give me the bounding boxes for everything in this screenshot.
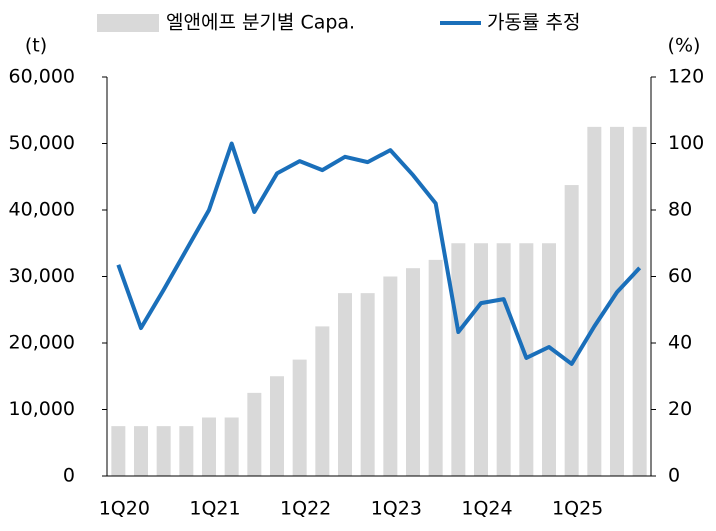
y-tick-label: 30,000 xyxy=(9,265,75,287)
bar xyxy=(587,126,602,476)
bar xyxy=(202,417,216,476)
bar xyxy=(111,426,126,476)
bar xyxy=(610,126,624,476)
bar xyxy=(496,243,511,476)
y2-axis-unit: (%) xyxy=(668,35,701,57)
y-tick-label: 50,000 xyxy=(9,132,75,154)
bar xyxy=(179,426,194,476)
bar xyxy=(224,417,239,476)
bar xyxy=(270,376,284,476)
bar xyxy=(134,426,148,476)
y2-tick-label: 120 xyxy=(668,66,704,88)
bar xyxy=(156,426,171,476)
bar xyxy=(564,185,579,476)
y2-tick-label: 0 xyxy=(668,465,680,487)
x-tick-label: 1Q23 xyxy=(371,498,422,520)
bar xyxy=(315,326,330,476)
bar xyxy=(247,392,262,476)
legend-label: 가동률 추정 xyxy=(487,12,580,34)
bar xyxy=(542,243,556,476)
x-tick-label: 1Q24 xyxy=(461,498,512,520)
y2-tick-label: 80 xyxy=(668,199,692,221)
y-tick-label: 40,000 xyxy=(9,199,75,221)
y-tick-label: 0 xyxy=(63,465,75,487)
bar xyxy=(338,293,352,476)
y2-tick-label: 100 xyxy=(668,132,704,154)
y-axis-unit: (t) xyxy=(25,35,47,57)
bar xyxy=(474,243,488,476)
x-tick-label: 1Q22 xyxy=(280,498,331,520)
bar xyxy=(451,243,466,476)
x-tick-label: 1Q21 xyxy=(189,498,240,520)
y-tick-label: 20,000 xyxy=(9,332,75,354)
x-tick-label: 1Q20 xyxy=(99,498,150,520)
y2-tick-label: 20 xyxy=(668,398,692,420)
bar xyxy=(632,126,647,476)
y2-tick-label: 60 xyxy=(668,265,692,287)
y-tick-label: 10,000 xyxy=(9,398,75,420)
legend-label: 엘앤에프 분기별 Capa. xyxy=(166,12,355,34)
line xyxy=(116,141,642,366)
x-tick-label: 1Q25 xyxy=(552,498,603,520)
bar xyxy=(428,259,443,476)
bar xyxy=(383,276,398,476)
bar xyxy=(292,359,307,476)
legend-swatch-bar xyxy=(97,14,159,32)
bar xyxy=(360,293,375,476)
bar xyxy=(406,268,420,476)
y-tick-label: 60,000 xyxy=(9,66,75,88)
y2-tick-label: 40 xyxy=(668,332,692,354)
